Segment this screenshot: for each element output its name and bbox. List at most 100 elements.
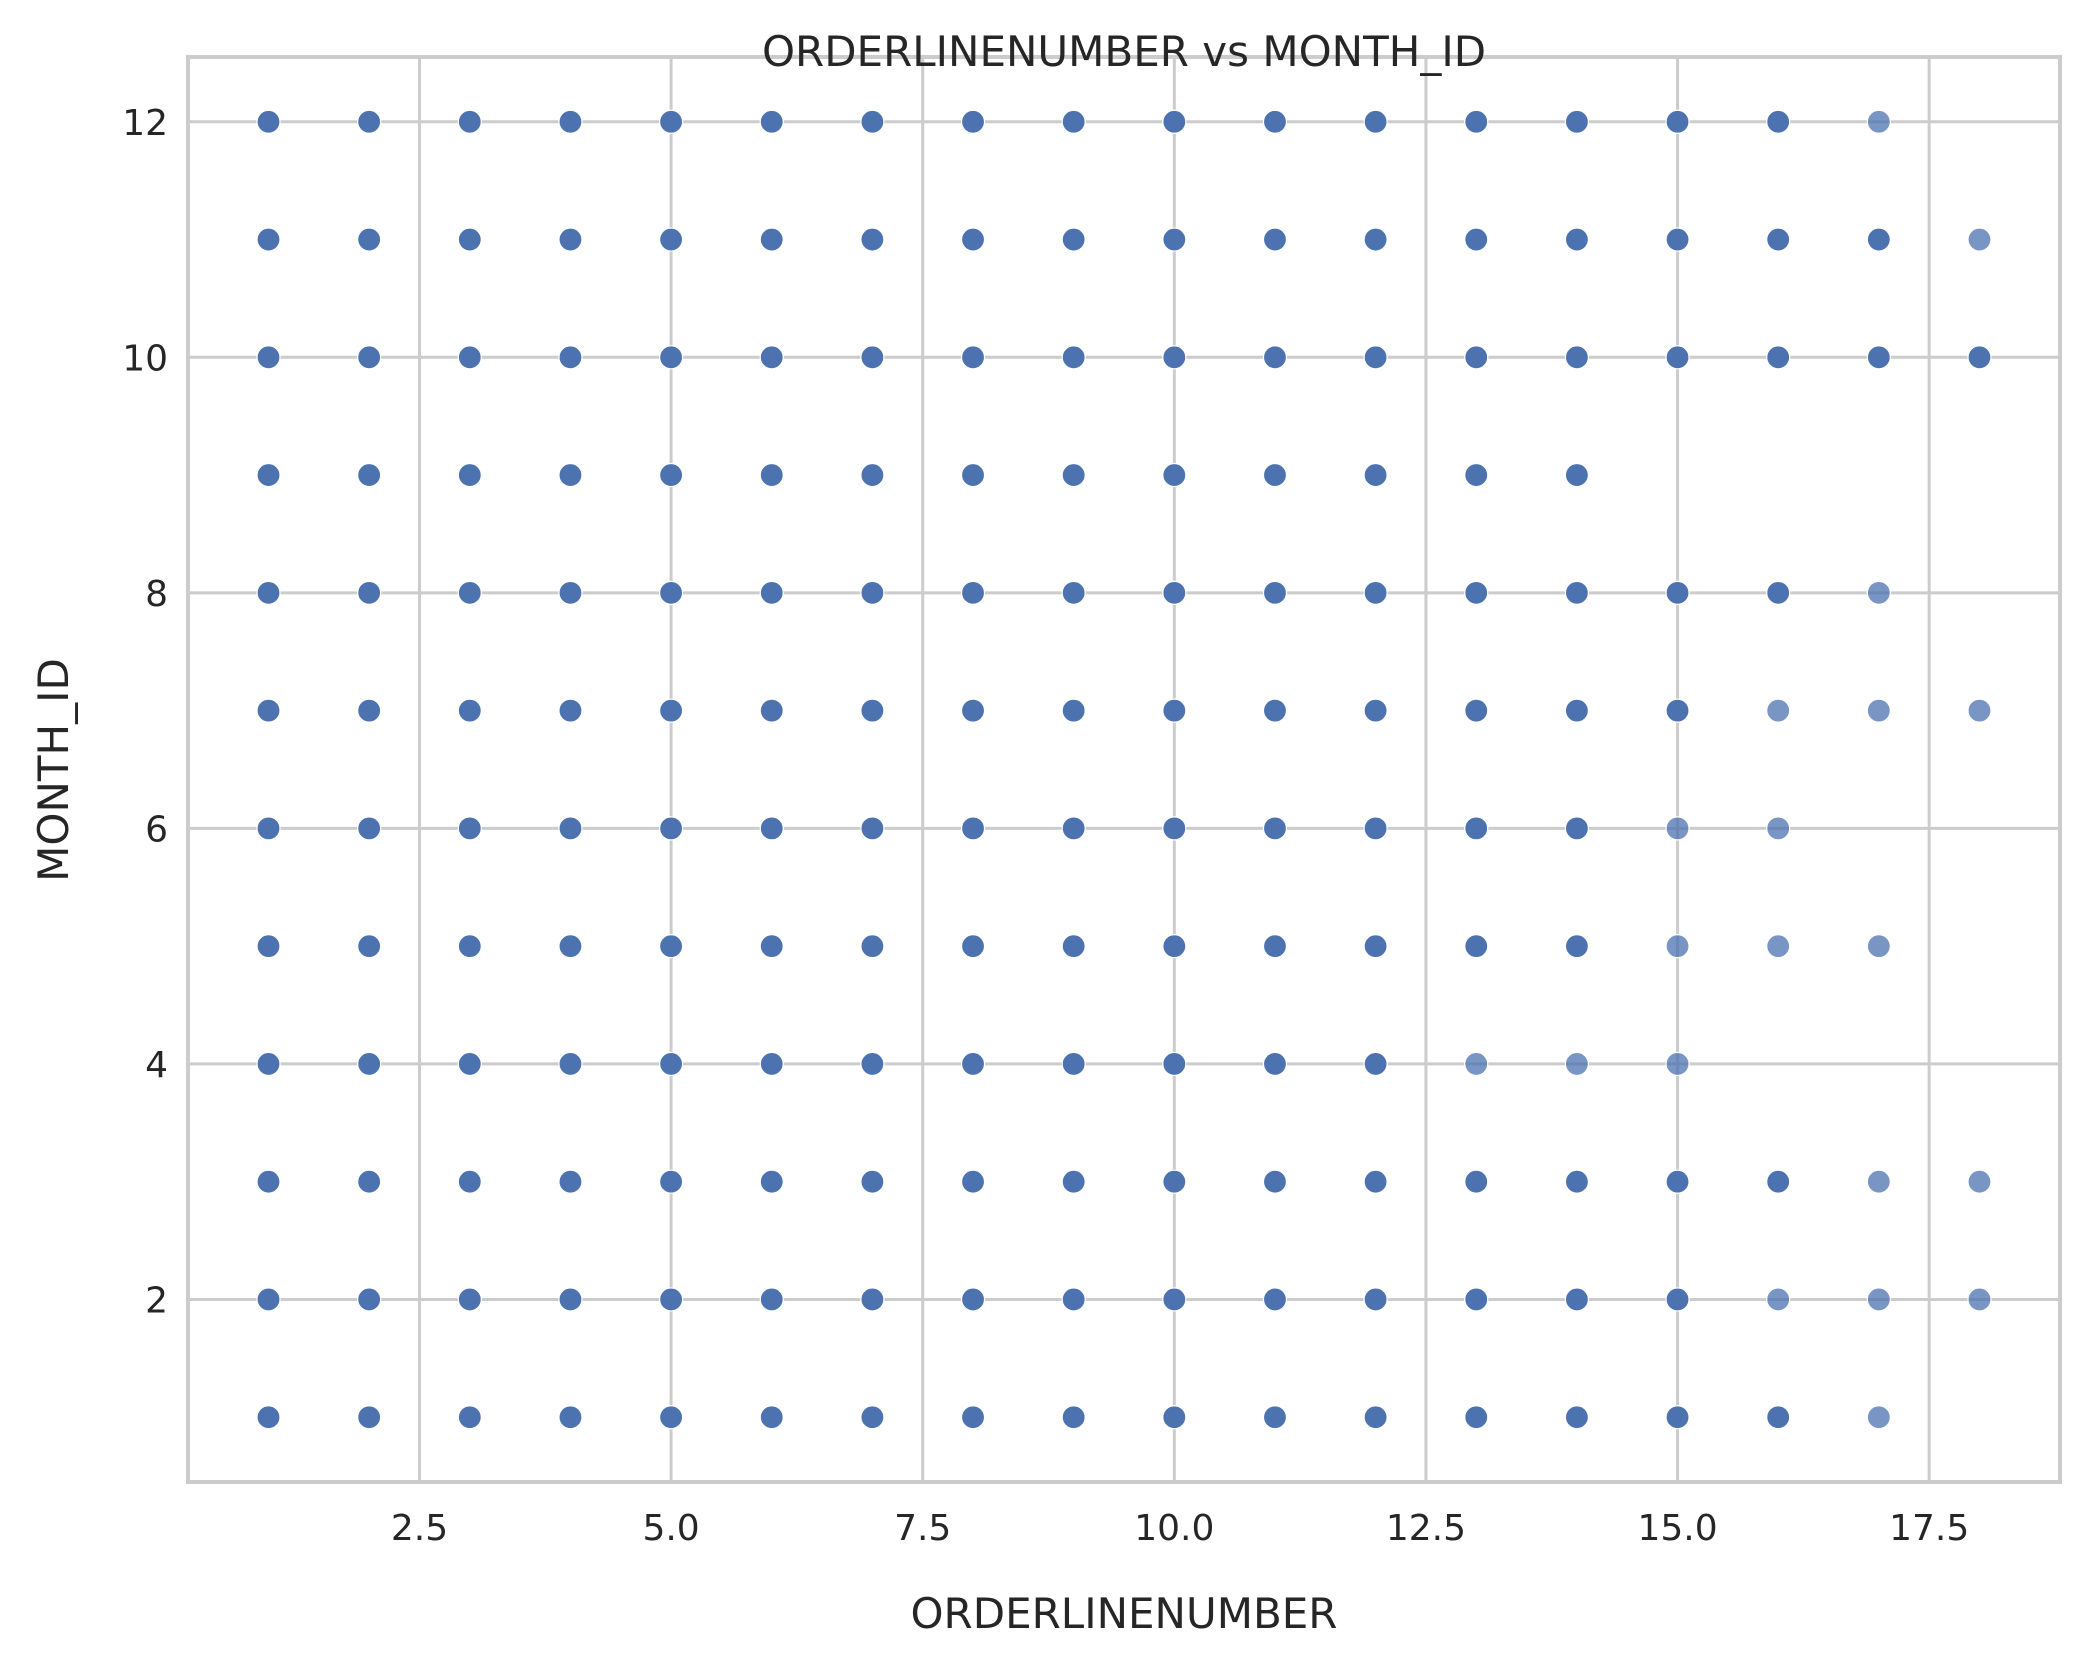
data-point [759,816,784,841]
data-point [658,934,684,959]
data-point [1061,462,1086,488]
plot-frame [186,55,2062,1484]
data-point [1967,1169,1992,1194]
data-point [960,816,986,841]
data-point [658,462,684,488]
data-point [1061,698,1086,723]
data-point [1866,934,1891,959]
data-point [357,1169,382,1194]
data-point [1564,345,1590,370]
data-point [1766,1287,1791,1312]
data-point [256,1169,281,1194]
data-point [1967,698,1992,723]
x-tick-label: 15.0 [1637,1508,1717,1549]
data-point [357,109,382,134]
data-point [1866,698,1891,723]
data-point [1866,1169,1891,1194]
data-point [658,227,684,252]
y-axis-ticks: 2 4 6 8 10 12 [122,103,168,1322]
data-point [1363,462,1388,488]
data-point [1866,109,1891,134]
data-point [860,934,885,959]
data-point [256,1287,281,1312]
data-point [860,227,885,252]
data-point [1162,462,1187,488]
data-point [658,1169,684,1194]
data-point [558,227,583,252]
data-point [1162,109,1187,134]
data-point [1061,816,1086,841]
data-point [1564,816,1590,841]
data-point [457,1051,482,1077]
data-point [658,1405,684,1430]
data-point [960,698,986,723]
data-point [860,580,885,605]
data-point [1766,227,1791,252]
data-point [1162,1287,1187,1312]
data-point [1967,1287,1992,1312]
data-point [1866,1287,1891,1312]
data-point [960,227,986,252]
data-point [1866,580,1891,605]
data-point [960,1405,986,1430]
data-point [1363,1287,1388,1312]
data-point [1162,580,1187,605]
data-point [1061,1169,1086,1194]
data-point [658,345,684,370]
data-point [860,816,885,841]
data-point [1464,934,1489,959]
data-point [860,109,885,134]
data-point [1464,345,1489,370]
data-point [558,109,583,134]
x-axis-ticks: 2.5 5.0 7.5 10.0 12.5 15.0 17.5 [391,1508,1969,1549]
data-point [1262,1169,1288,1194]
data-point [558,1051,583,1077]
x-tick-label: 2.5 [391,1508,448,1549]
data-point [357,1405,382,1430]
y-tick-label: 12 [122,103,168,144]
x-tick-label: 10.0 [1134,1508,1214,1549]
data-point [759,345,784,370]
data-point [960,109,986,134]
data-point [658,816,684,841]
y-tick-label: 10 [122,338,168,379]
data-point [1464,1051,1489,1077]
data-point [1866,227,1891,252]
data-point [960,1287,986,1312]
data-point [1162,227,1187,252]
data-point [1262,580,1288,605]
data-point [1061,1051,1086,1077]
data-point [1766,934,1791,959]
data-point [357,934,382,959]
data-point [256,580,281,605]
data-point [658,1051,684,1077]
data-point [1564,698,1590,723]
data-point [1766,816,1791,841]
data-point [558,1169,583,1194]
data-point [558,1287,583,1312]
data-point [1262,462,1288,488]
data-point [457,1405,482,1430]
data-point [558,462,583,488]
data-point [558,698,583,723]
data-point [759,934,784,959]
data-point [1464,816,1489,841]
data-point [1262,345,1288,370]
data-point [960,1051,986,1077]
data-point [759,698,784,723]
data-point [759,1169,784,1194]
data-point [1363,934,1388,959]
data-point [256,109,281,134]
data-point [357,462,382,488]
data-point [1262,109,1288,134]
data-point [960,462,986,488]
data-point [1363,1169,1388,1194]
data-point [357,698,382,723]
data-point [1464,580,1489,605]
y-tick-label: 2 [145,1280,168,1321]
data-point [1464,109,1489,134]
data-point [1665,580,1690,605]
data-point [558,1405,583,1430]
data-point [1464,698,1489,723]
data-point [759,109,784,134]
